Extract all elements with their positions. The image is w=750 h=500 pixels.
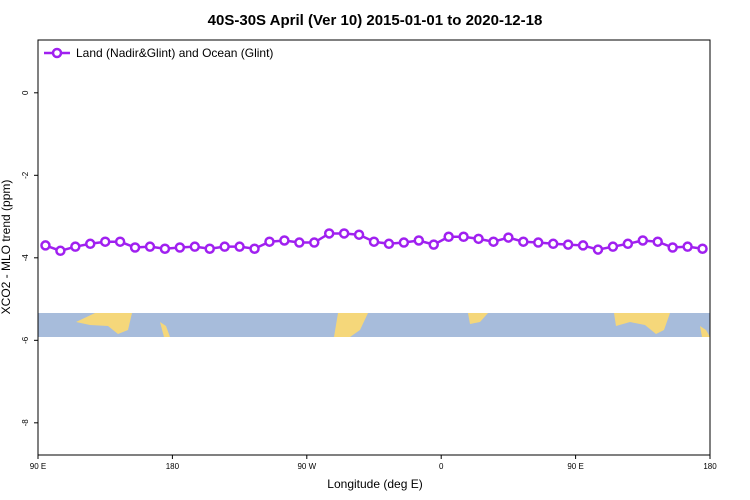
data-point [85,238,96,250]
data-point [562,239,574,250]
data-point [294,237,305,248]
data-point [249,243,260,254]
data-point [622,238,634,250]
data-point [264,236,275,247]
data-point [398,237,410,248]
data-point [697,243,708,254]
data-point [667,242,678,253]
data-point [219,241,230,252]
data-point [159,243,171,254]
data-point [592,244,604,255]
data-point [40,240,51,251]
data-point [682,241,693,252]
legend-label: Land (Nadir&Glint) and Ocean (Glint) [76,46,273,60]
data-point [174,242,186,253]
data-point [70,241,81,252]
map-strip [38,313,710,337]
data-point [99,236,111,247]
data-point [234,241,245,252]
legend-marker [51,47,63,59]
data-point [353,229,365,240]
data-point [503,232,514,243]
data-point [577,240,589,251]
data-point [55,245,66,257]
data-point [607,241,619,252]
x-tick-label: 90 E [30,462,46,471]
y-axis-label: XCO2 - MLO trend (ppm) [0,180,13,315]
data-point [533,237,544,248]
x-tick-label: 0 [439,462,444,471]
data-point [547,238,559,250]
y-tick-label: -4 [21,254,30,262]
x-tick-label: 180 [703,462,717,471]
y-tick-label: 0 [21,90,30,95]
y-tick-label: -8 [21,419,30,427]
x-axis-label: Longitude (deg E) [327,477,422,491]
data-point [189,241,201,252]
data-point [443,231,454,243]
data-point [383,238,395,250]
data-point [413,235,425,246]
data-point [204,243,215,254]
data-point [428,239,439,250]
data-point [368,236,380,247]
data-point [518,236,529,247]
data-point [652,236,663,247]
data-point [279,235,290,246]
data-point [637,235,649,246]
data-point [114,236,126,247]
data-point [338,228,350,239]
data-point [309,237,320,248]
x-tick-label: 180 [166,462,180,471]
data-point [323,228,335,239]
x-tick-label: 90 W [297,462,316,471]
data-point [458,231,469,243]
data-point [129,242,141,253]
data-point [473,233,484,245]
y-tick-label: -2 [21,171,30,179]
chart-title: 40S-30S April (Ver 10) 2015-01-01 to 202… [208,12,543,29]
x-tick-label: 90 E [567,462,583,471]
y-tick-label: -6 [21,336,30,344]
plot-frame [37,39,711,456]
data-point [144,241,156,252]
data-point [488,236,499,247]
